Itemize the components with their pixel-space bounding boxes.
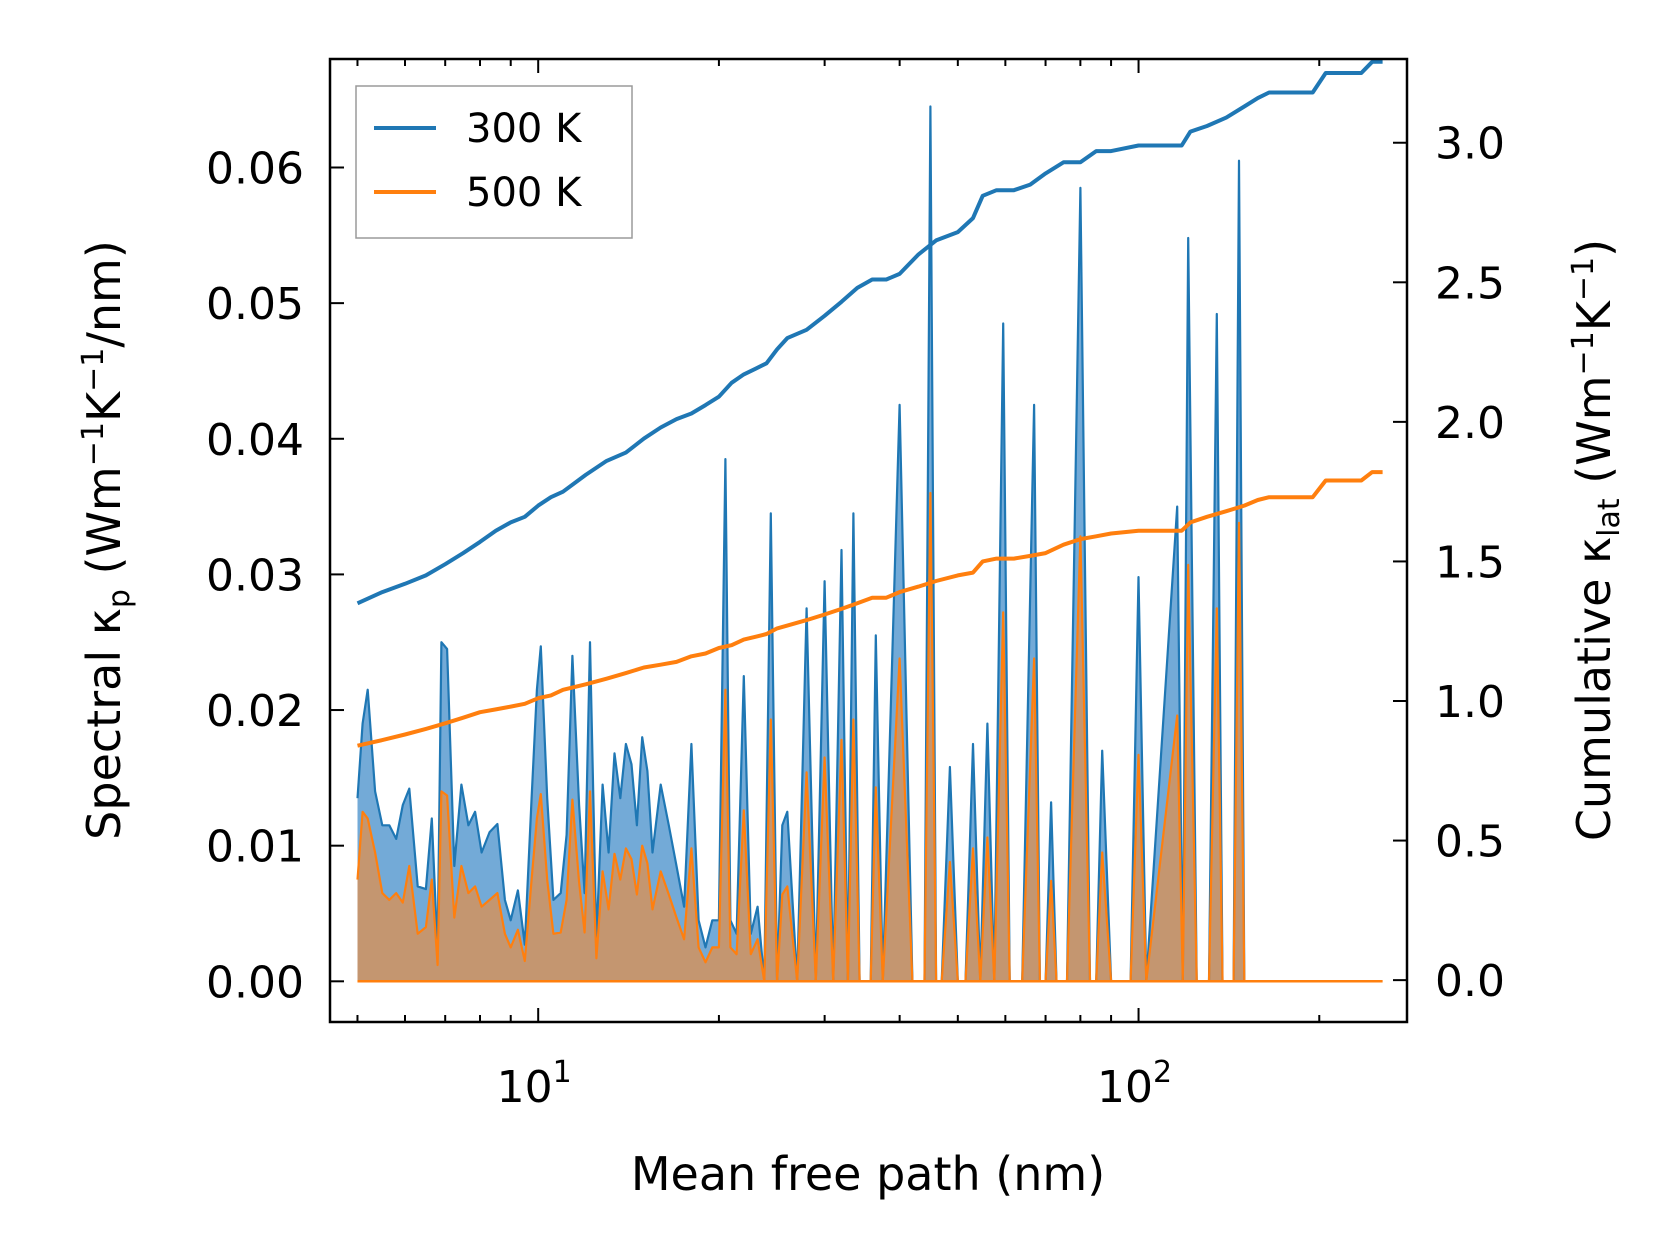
- y-right-tick-label: 2.5: [1435, 258, 1505, 309]
- y-right-axis-title: Cumulative κlat (Wm−1K−1): [1566, 239, 1627, 841]
- cumulative-lines: [356, 59, 1383, 748]
- y-right-tick-label: 2.0: [1435, 398, 1505, 449]
- y-left-tick-label: 0.05: [206, 279, 304, 330]
- y-left-tick-label: 0.02: [206, 686, 304, 737]
- x-axis-title: Mean free path (nm): [631, 1147, 1105, 1201]
- y-right-tick-label: 0.5: [1435, 817, 1505, 868]
- y-left-axis-title: Spectral κp (Wm−1K−1/nm): [76, 240, 137, 840]
- y-left-tick-label: 0.06: [206, 144, 304, 195]
- tick-labels: 0.00 0.01 0.02 0.03 0.04 0.05 0.06 0.0 0.5 1.0 1.5…: [206, 119, 1505, 1113]
- y-left-tick-label: 0.01: [206, 822, 304, 873]
- y-right-tick-label: 3.0: [1435, 119, 1505, 170]
- x-tick-label: 102: [1097, 1055, 1172, 1113]
- legend-box: [355, 85, 633, 239]
- y-left-tick-label: 0.04: [206, 415, 304, 466]
- y-right-tick-label: 1.0: [1435, 677, 1505, 728]
- legend-label-300k: 300 K: [466, 106, 583, 152]
- spectral-lines: [356, 105, 1383, 983]
- cumulative-line-500k: [357, 470, 1383, 748]
- y-left-tick-label: 0.03: [206, 550, 304, 601]
- tick-marks: [330, 59, 1407, 1022]
- cumulative-line-300k: [356, 59, 1383, 606]
- y-left-tick-label: 0.00: [206, 957, 304, 1008]
- x-tick-label: 101: [497, 1055, 572, 1113]
- plot-area: [356, 59, 1383, 983]
- y-right-tick-label: 1.5: [1435, 537, 1505, 588]
- spectral-fill-500k: [357, 493, 1245, 982]
- legend: 300 K 500 K: [355, 85, 633, 239]
- axes-frame: [328, 57, 1409, 1024]
- y-right-tick-label: 0.0: [1435, 956, 1505, 1007]
- legend-label-500k: 500 K: [466, 170, 583, 216]
- spectral-area-500k: [357, 493, 1245, 982]
